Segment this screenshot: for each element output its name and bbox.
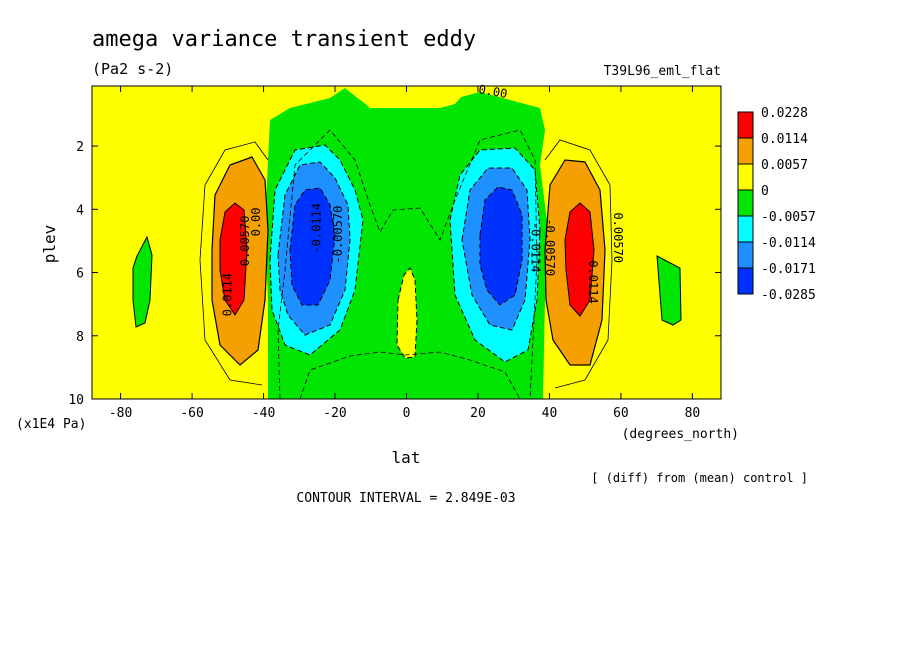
x-tick-label: 0: [403, 406, 411, 421]
nh-outer-contour-lower: [554, 259, 613, 389]
x-axis-units: (degrees_north): [622, 427, 739, 442]
colorbar-label: 0.0057: [761, 158, 808, 173]
sh-subtropical-green: [132, 235, 153, 328]
x-axis: -80 -60 -40 -20 0 20 40 60 80: [109, 86, 700, 421]
nh-outer-contour: [544, 139, 613, 261]
sh-outer-contour-lower: [199, 259, 263, 386]
top-yellow-gap: [355, 88, 462, 108]
colorbar-label: -0.0114: [761, 236, 816, 251]
sh-blue-core: [289, 187, 336, 306]
colorbar-swatch: [737, 267, 754, 295]
y-tick-label: 4: [76, 203, 84, 218]
x-tick-label: -20: [323, 406, 346, 421]
x-axis-label: lat: [392, 448, 421, 467]
nh-blue-core: [479, 186, 523, 306]
contour-interval: CONTOUR INTERVAL = 2.849E-03: [296, 491, 515, 506]
x-tick-label: 40: [542, 406, 558, 421]
colorbar-swatch: [737, 111, 754, 139]
contour-label: 0.00570: [611, 212, 625, 263]
sh-outer-contour: [199, 141, 269, 261]
colorbar-label: 0.0228: [761, 106, 808, 121]
contour-label: -0.00570: [543, 218, 557, 276]
y-tick-label: 6: [76, 267, 84, 282]
colorbar-label: 0: [761, 184, 769, 199]
x-tick-label: 20: [470, 406, 486, 421]
diff-note: [ (diff) from (mean) control ]: [591, 471, 808, 485]
contour-label: -0.0114: [529, 222, 543, 273]
colorbar-label: -0.0057: [761, 210, 816, 225]
x-tick-label: -80: [109, 406, 132, 421]
contour-field: [92, 86, 721, 399]
x-tick-label: -60: [180, 406, 203, 421]
chart-title: amega variance transient eddy: [92, 27, 476, 52]
contour-label: 0.0114: [586, 260, 600, 303]
contour-label: -0.0114: [310, 203, 324, 254]
colorbar-label: -0.0171: [761, 262, 816, 277]
colorbar-swatch: [737, 241, 754, 269]
contour-label: 0.00570: [238, 216, 252, 267]
experiment-label: T39L96_eml_flat: [604, 64, 721, 79]
colorbar: 0.0228 0.0114 0.0057 0 -0.0057 -0.0114 -0.0171…: [737, 106, 816, 303]
colorbar-swatch: [737, 137, 754, 165]
x-tick-label: -40: [252, 406, 275, 421]
y-tick-label: 8: [76, 330, 84, 345]
colorbar-label: 0.0114: [761, 132, 808, 147]
center-dashed-contour: [299, 351, 521, 399]
nh-red-core: [564, 202, 595, 317]
y-axis-label: plev: [40, 225, 59, 264]
y-tick-label: 10: [68, 393, 84, 408]
sh-red-core: [219, 202, 248, 316]
colorbar-swatch: [737, 189, 754, 217]
chart-units: (Pa2 s-2): [92, 60, 173, 78]
x-tick-label: 60: [613, 406, 629, 421]
contour-label: 0.0114: [220, 273, 234, 316]
y-axis: 2 4 6 8 10: [68, 140, 721, 408]
y-tick-label: 2: [76, 140, 84, 155]
contour-label: 0.00: [249, 207, 263, 236]
x-tick-label: 80: [685, 406, 701, 421]
equatorial-yellow-blob: [396, 267, 418, 359]
y-axis-units: (x1E4 Pa): [16, 417, 86, 432]
nh-subtropical-green: [656, 255, 682, 326]
colorbar-swatch: [737, 215, 754, 243]
contour-label: -0.00570: [331, 206, 345, 264]
contour-label: 0.00: [478, 82, 509, 101]
green-region-dashed-contour: [277, 129, 538, 399]
colorbar-swatch: [737, 163, 754, 191]
colorbar-label: -0.0285: [761, 288, 816, 303]
